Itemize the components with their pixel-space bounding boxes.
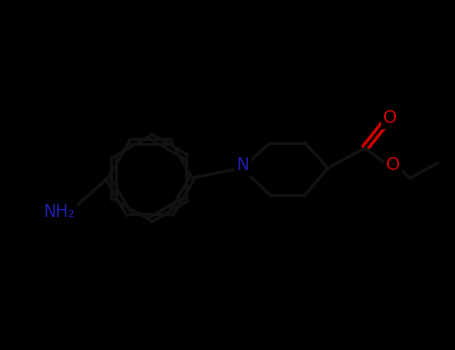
Text: N: N	[236, 156, 248, 174]
Text: O: O	[383, 109, 397, 127]
Text: NH₂: NH₂	[43, 203, 75, 221]
Text: N: N	[237, 156, 249, 174]
Text: O: O	[386, 156, 400, 174]
